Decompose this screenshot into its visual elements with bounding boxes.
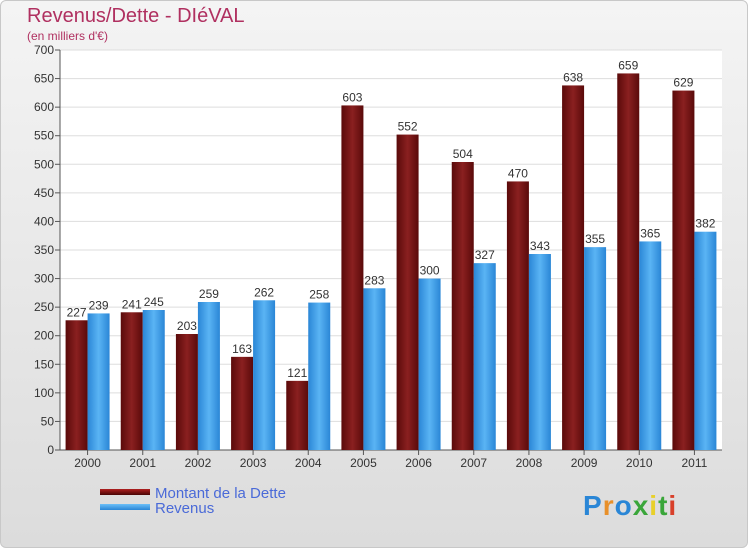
bar-dette (562, 85, 585, 450)
x-tick-label: 2001 (129, 456, 156, 470)
bar-dette (65, 320, 88, 450)
data-label-dette: 504 (453, 147, 473, 161)
bar-dette (231, 356, 254, 450)
bar-revenus (253, 300, 276, 450)
y-tick-label: 250 (34, 300, 54, 314)
y-tick-label: 650 (34, 72, 54, 86)
bar-dette (175, 334, 198, 450)
bar-dette (286, 380, 309, 450)
data-label-dette: 163 (232, 342, 252, 356)
data-label-revenus: 343 (530, 239, 550, 253)
y-tick-label: 200 (34, 329, 54, 343)
y-tick-label: 500 (34, 157, 54, 171)
bar-revenus (418, 278, 441, 450)
x-tick-label: 2008 (516, 456, 543, 470)
y-tick-label: 0 (47, 443, 54, 457)
legend-label-dette: Montant de la Dette (155, 485, 286, 502)
x-tick-label: 2007 (460, 456, 487, 470)
bar-revenus (142, 310, 165, 450)
x-tick-label: 2003 (240, 456, 267, 470)
bar-dette (341, 105, 364, 450)
x-tick-label: 2011 (682, 456, 708, 470)
x-tick-label: 2000 (74, 456, 101, 470)
data-label-dette: 241 (122, 297, 142, 311)
y-tick-label: 350 (34, 243, 54, 257)
bar-revenus (473, 263, 496, 450)
legend-swatch-dette (100, 489, 150, 495)
y-tick-label: 150 (34, 357, 54, 371)
data-label-revenus: 382 (695, 217, 715, 231)
data-label-dette: 552 (398, 120, 418, 134)
bar-revenus (197, 302, 220, 450)
bar-dette (672, 90, 695, 451)
bar-revenus (363, 288, 386, 450)
data-label-dette: 629 (673, 76, 693, 90)
data-label-dette: 638 (563, 70, 583, 84)
chart-subtitle: (en milliers d'€) (27, 29, 108, 43)
data-label-revenus: 258 (309, 288, 329, 302)
data-label-revenus: 262 (254, 285, 274, 299)
chart-title: Revenus/Dette - DIéVAL (27, 5, 245, 27)
data-label-revenus: 327 (475, 248, 495, 262)
bar-revenus (694, 231, 717, 450)
data-label-dette: 603 (342, 90, 362, 104)
x-tick-label: 2005 (350, 456, 377, 470)
data-label-dette: 659 (618, 58, 638, 72)
y-tick-label: 550 (34, 129, 54, 143)
legend-swatch-revenus (100, 504, 150, 510)
bar-dette (506, 181, 529, 450)
y-tick-label: 400 (34, 214, 54, 228)
bar-dette (396, 134, 419, 451)
bar-revenus (528, 254, 551, 450)
y-tick-label: 450 (34, 186, 54, 200)
data-label-revenus: 245 (144, 295, 164, 309)
y-tick-label: 700 (34, 43, 54, 57)
bar-revenus (87, 313, 110, 450)
proxiti-logo: Proxiti (583, 490, 678, 521)
data-label-dette: 203 (177, 319, 197, 333)
data-label-revenus: 365 (640, 226, 660, 240)
data-label-dette: 470 (508, 166, 528, 180)
data-label-revenus: 355 (585, 232, 605, 246)
bar-dette (120, 312, 143, 450)
y-tick-label: 300 (34, 272, 54, 286)
bar-revenus (584, 247, 607, 450)
legend-label-revenus: Revenus (155, 500, 215, 517)
bar-revenus (308, 302, 331, 450)
data-label-revenus: 259 (199, 287, 219, 301)
bar-revenus (639, 241, 662, 450)
bar-dette (617, 73, 640, 450)
x-tick-label: 2002 (185, 456, 212, 470)
x-tick-label: 2004 (295, 456, 322, 470)
data-label-revenus: 239 (89, 298, 109, 312)
x-tick-label: 2010 (626, 456, 653, 470)
data-label-revenus: 283 (364, 273, 384, 287)
x-tick-label: 2006 (405, 456, 432, 470)
data-label-revenus: 300 (420, 264, 440, 278)
x-tick-label: 2009 (571, 456, 598, 470)
data-label-dette: 227 (67, 305, 87, 319)
data-label-dette: 121 (287, 366, 307, 380)
y-tick-label: 50 (41, 414, 55, 428)
bar-dette (451, 162, 474, 450)
y-tick-label: 600 (34, 100, 54, 114)
y-tick-label: 100 (34, 386, 54, 400)
